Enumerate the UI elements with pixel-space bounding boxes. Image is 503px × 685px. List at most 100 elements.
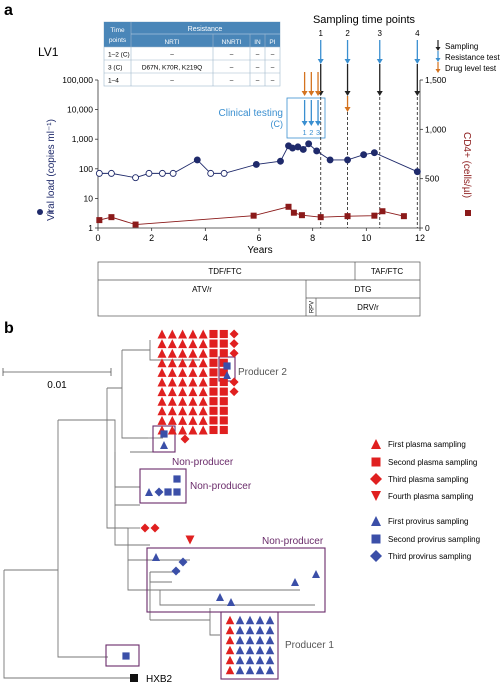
sampling-arrow-head: [344, 91, 351, 96]
plasma-marker: [225, 615, 235, 625]
plasma-marker: [167, 415, 177, 425]
y-right-tick-label: 0: [425, 223, 430, 233]
sampling-drug-arrow-head: [344, 107, 351, 112]
provirus-marker: [265, 635, 275, 645]
y-right-tick-label: 500: [425, 174, 439, 184]
label-hxb2: HXB2: [146, 674, 173, 685]
plasma-marker: [167, 329, 177, 339]
viral-load-point: [95, 169, 103, 177]
plasma-marker: [219, 406, 228, 415]
provirus-marker: [265, 645, 275, 655]
plasma-marker: [188, 329, 198, 339]
provirus-marker: [235, 615, 245, 625]
legend-diamond: [370, 473, 382, 485]
box-nonproducer-3: [146, 547, 326, 613]
tree-legend-label: Fourth plasma sampling: [388, 492, 473, 501]
plasma-marker: [167, 339, 177, 349]
svg-text:–: –: [256, 52, 260, 59]
tree-markers: [122, 329, 320, 675]
cd4-point: [379, 208, 386, 215]
viral-load-point: [344, 156, 351, 164]
svg-text:–: –: [170, 52, 174, 59]
clinical-drug-arrow-head: [301, 91, 308, 96]
y-left-tick-label: 1,000: [72, 134, 94, 144]
svg-text:–: –: [271, 78, 275, 85]
plasma-marker: [209, 377, 218, 387]
viral-load-point: [193, 156, 201, 164]
x-tick-label: 2: [149, 233, 154, 243]
tree-legend-item: First provirus sampling: [371, 516, 468, 526]
viral-load-point: [107, 169, 115, 177]
plasma-marker: [225, 645, 235, 655]
svg-text:points: points: [109, 37, 127, 44]
plasma-marker: [188, 387, 198, 397]
plasma-marker: [209, 425, 218, 435]
sampling-resistance-arrow-head: [376, 59, 383, 64]
plasma-marker: [229, 339, 239, 349]
plasma-marker: [188, 348, 198, 358]
provirus-marker: [171, 566, 181, 576]
plasma-marker: [209, 397, 218, 406]
plasma-marker: [198, 339, 208, 349]
plasma-marker: [157, 358, 167, 368]
legend-drug-level: Drug level test: [445, 64, 497, 73]
viral-load-point: [413, 168, 421, 176]
clinical-number: 2: [309, 128, 313, 137]
tree-legend-item: Fourth plasma sampling: [371, 491, 473, 501]
cd4-point: [96, 217, 103, 224]
tree-legend-item: Second provirus sampling: [371, 534, 480, 544]
tree-legend-item: Third plasma sampling: [370, 473, 468, 485]
plasma-marker: [157, 387, 167, 397]
patient-label: LV1: [38, 45, 59, 59]
plasma-marker: [198, 406, 208, 416]
clinical-resistance-arrow-head: [315, 121, 322, 126]
plasma-marker: [209, 406, 218, 415]
plasma-marker: [219, 425, 228, 435]
y-left-tick-label: 10: [84, 193, 94, 203]
plasma-marker: [178, 367, 188, 377]
plasma-marker: [198, 348, 208, 358]
plasma-marker: [157, 348, 167, 358]
treatment-atv: ATV/r: [192, 285, 212, 294]
provirus-marker: [265, 615, 275, 625]
plasma-marker: [198, 425, 208, 435]
plasma-marker: [225, 655, 235, 665]
sampling-number: 3: [378, 29, 383, 38]
x-tick-label: 0: [95, 233, 100, 243]
clinical-testing-sub: (C): [271, 119, 284, 129]
svg-text:–: –: [271, 52, 275, 59]
plasma-marker: [188, 406, 198, 416]
provirus-marker: [164, 488, 172, 496]
plasma-marker: [140, 523, 150, 533]
plasma-marker: [219, 416, 228, 425]
hxb2-marker: [130, 674, 138, 682]
cd4-point: [132, 221, 139, 228]
sampling-arrow-head: [376, 91, 383, 96]
cd4-point: [317, 214, 324, 221]
treatment-dtg: DTG: [355, 285, 372, 294]
plasma-marker: [157, 415, 167, 425]
clinical-number: 3: [316, 128, 320, 137]
provirus-marker: [245, 635, 255, 645]
plasma-marker: [219, 377, 228, 387]
label-producer1: Producer 1: [285, 640, 334, 651]
sampling-title: Sampling time points: [313, 14, 416, 26]
plasma-marker: [209, 329, 218, 339]
axes: 0 2 4 6 8 10 121101001,00010,000100,00005001,0…: [62, 75, 446, 243]
provirus-marker: [265, 625, 275, 635]
plasma-marker: [219, 329, 228, 339]
tree-legend-label: Third provirus sampling: [388, 552, 471, 561]
plasma-marker: [167, 396, 177, 406]
plasma-marker: [209, 358, 218, 367]
cd4-point: [400, 213, 407, 220]
plasma-marker: [219, 349, 228, 358]
legend-diamond: [370, 550, 382, 562]
provirus-marker: [235, 645, 245, 655]
plasma-marker: [185, 535, 195, 545]
cd4-point: [250, 212, 257, 219]
plasma-marker: [150, 523, 160, 533]
plasma-marker: [157, 406, 167, 416]
provirus-marker: [173, 475, 181, 483]
